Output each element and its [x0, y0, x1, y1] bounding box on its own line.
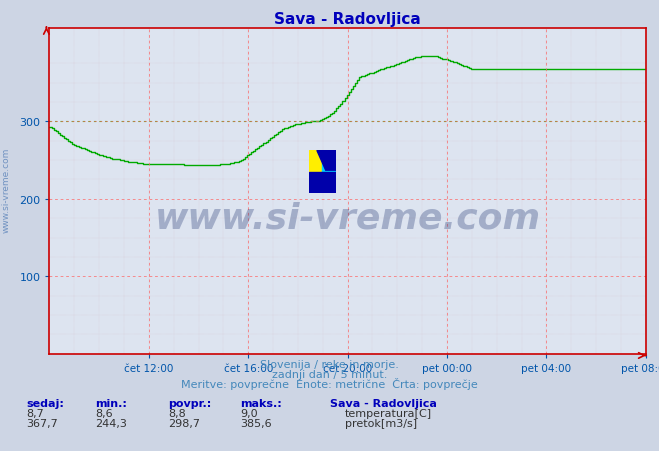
- Polygon shape: [322, 151, 335, 172]
- Polygon shape: [309, 151, 322, 172]
- Text: 367,7: 367,7: [26, 418, 58, 428]
- Title: Sava - Radovljica: Sava - Radovljica: [274, 12, 421, 27]
- Text: 9,0: 9,0: [241, 408, 258, 418]
- Text: min.:: min.:: [96, 398, 127, 408]
- Polygon shape: [322, 172, 335, 193]
- Text: 385,6: 385,6: [241, 418, 272, 428]
- Text: 298,7: 298,7: [168, 418, 200, 428]
- Text: www.si-vreme.com: www.si-vreme.com: [2, 147, 11, 232]
- Text: 8,7: 8,7: [26, 408, 44, 418]
- Text: Slovenija / reke in morje.: Slovenija / reke in morje.: [260, 359, 399, 369]
- Text: maks.:: maks.:: [241, 398, 282, 408]
- Text: 8,8: 8,8: [168, 408, 186, 418]
- Text: 244,3: 244,3: [96, 418, 127, 428]
- Text: 8,6: 8,6: [96, 408, 113, 418]
- Bar: [309, 172, 335, 193]
- Text: povpr.:: povpr.:: [168, 398, 212, 408]
- Text: www.si-vreme.com: www.si-vreme.com: [155, 201, 540, 235]
- Text: sedaj:: sedaj:: [26, 398, 64, 408]
- Text: Meritve: povprečne  Enote: metrične  Črta: povprečje: Meritve: povprečne Enote: metrične Črta:…: [181, 377, 478, 389]
- Text: temperatura[C]: temperatura[C]: [345, 408, 432, 418]
- Text: Sava - Radovljica: Sava - Radovljica: [330, 398, 436, 408]
- Text: pretok[m3/s]: pretok[m3/s]: [345, 418, 416, 428]
- Polygon shape: [317, 151, 335, 193]
- Text: zadnji dan / 5 minut.: zadnji dan / 5 minut.: [272, 369, 387, 379]
